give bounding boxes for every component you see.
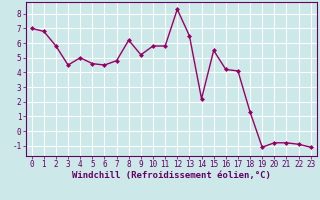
X-axis label: Windchill (Refroidissement éolien,°C): Windchill (Refroidissement éolien,°C) bbox=[72, 171, 271, 180]
